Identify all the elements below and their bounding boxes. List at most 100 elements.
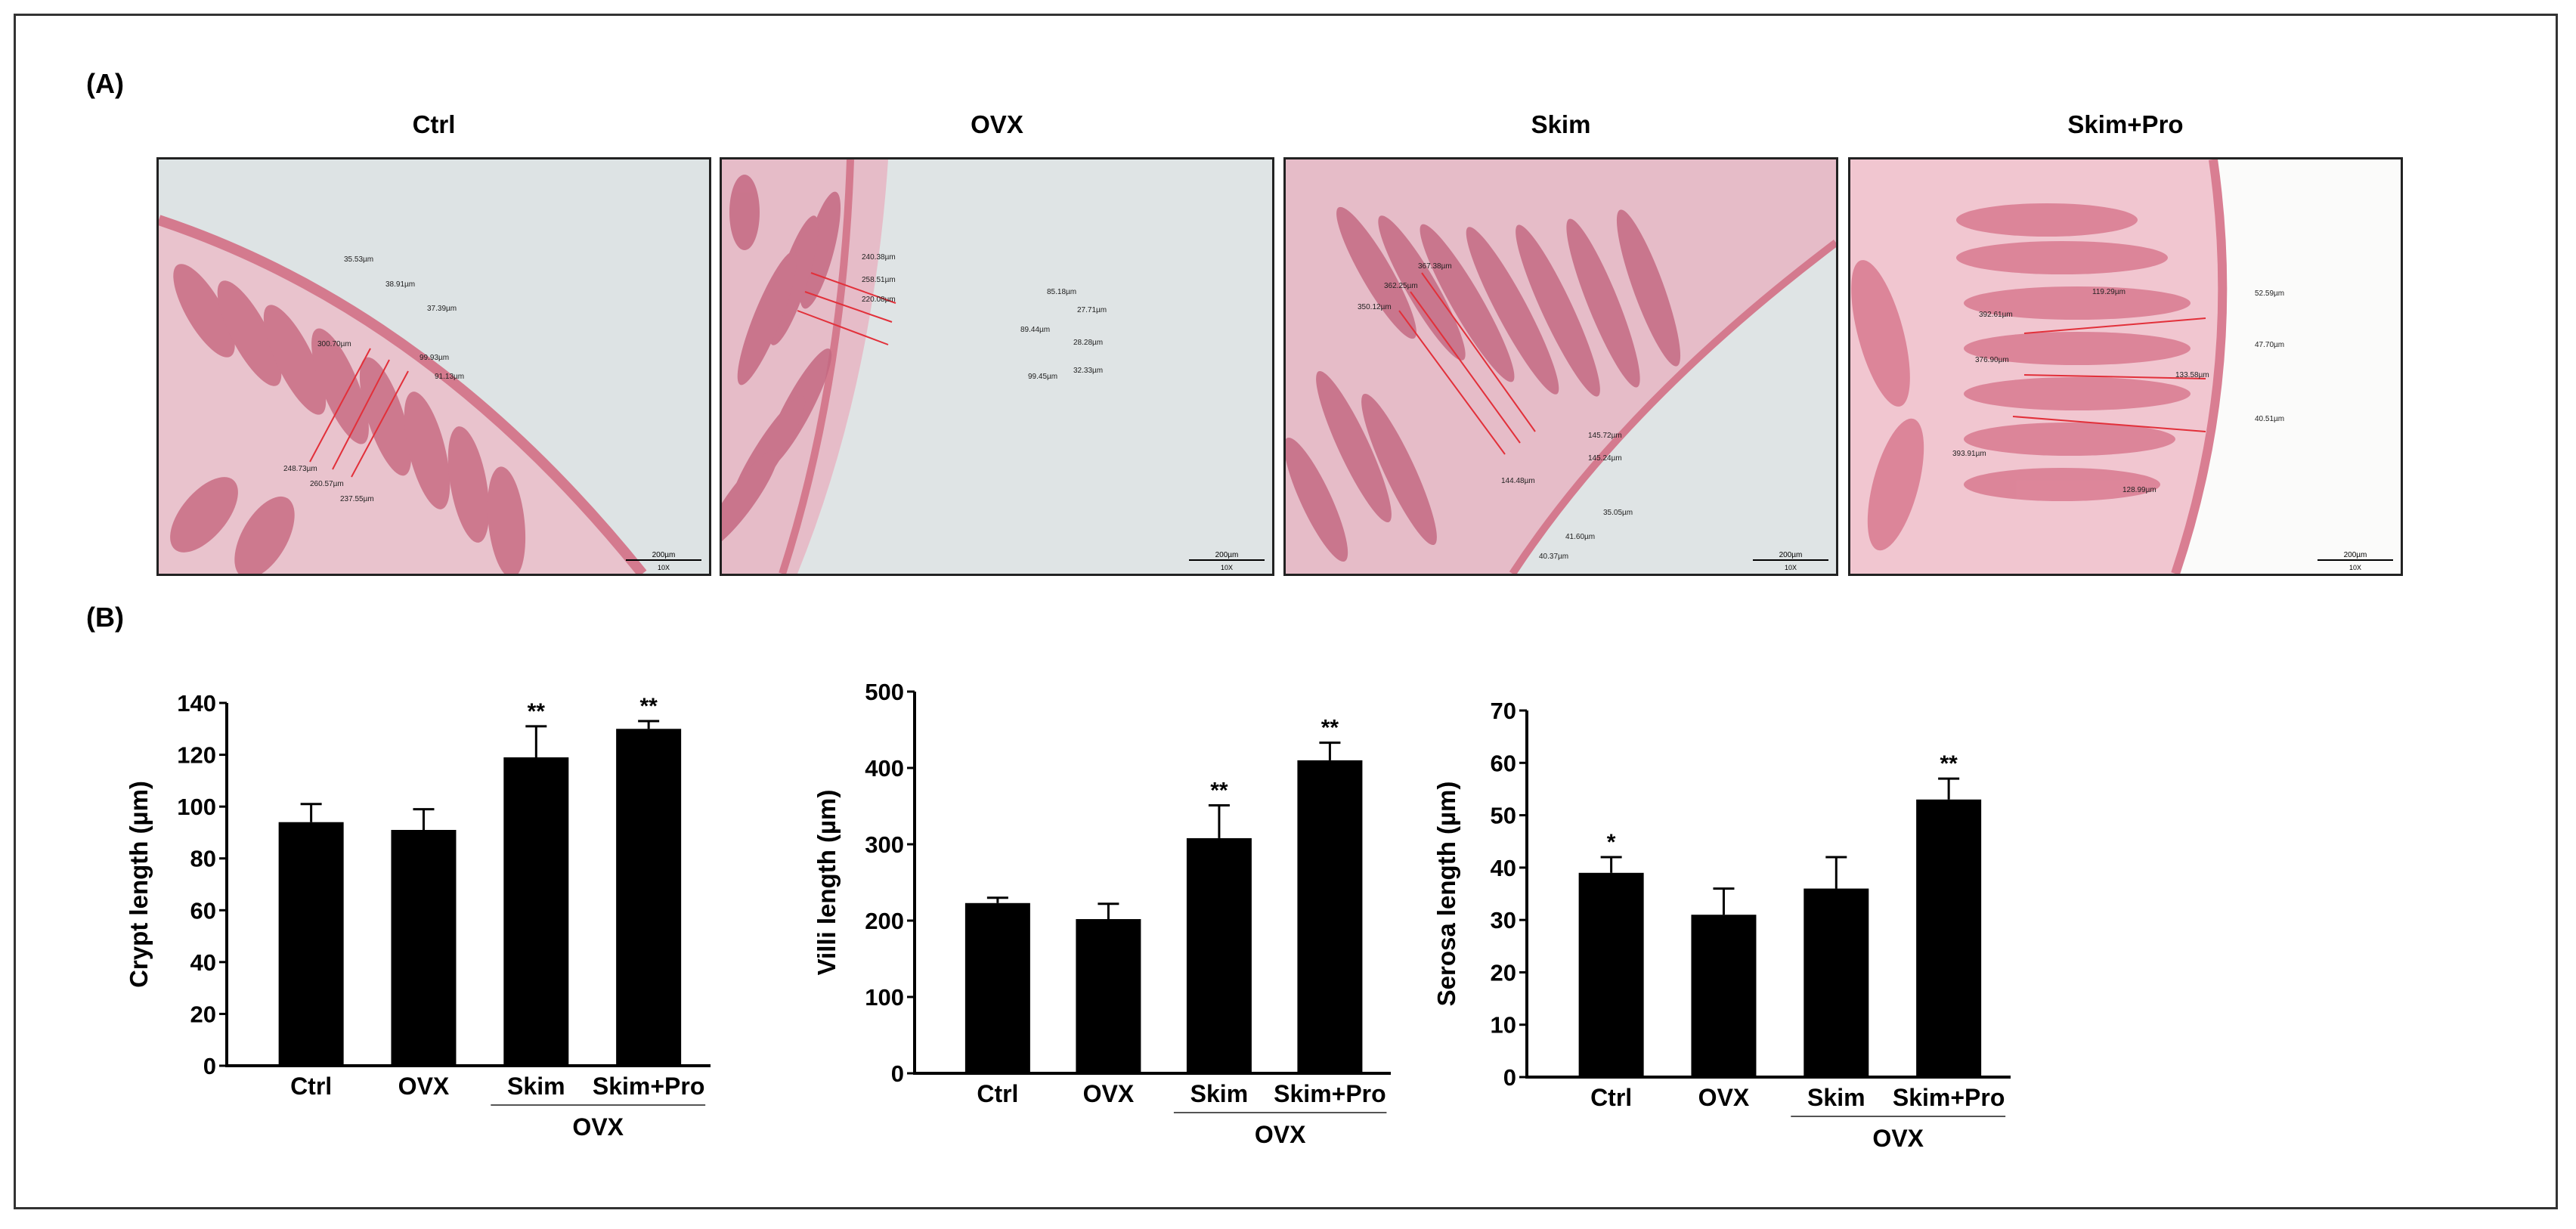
panel-label-b: (B)	[86, 602, 124, 633]
y-tick-label: 100	[865, 984, 904, 1011]
bar	[616, 729, 682, 1066]
annotation: 52.59µm	[2255, 289, 2284, 298]
y-tick-label: 300	[865, 831, 904, 858]
scale-bar-label: 200µm	[2344, 551, 2367, 559]
x-tick-label: OVX	[398, 1073, 450, 1100]
micrograph-title-ctrl: Ctrl	[412, 110, 456, 138]
group-label: OVX	[572, 1113, 624, 1141]
y-tick-label: 140	[177, 690, 216, 717]
annotation: 260.57µm	[310, 480, 344, 488]
y-tick-label: 400	[865, 755, 904, 782]
annotation: 99.45µm	[1028, 373, 1057, 381]
bar	[1804, 888, 1869, 1077]
annotation: 32.33µm	[1073, 367, 1103, 375]
scale-bar-label: 200µm	[1215, 551, 1239, 559]
annotation: 258.51µm	[862, 276, 896, 284]
magnification-label: 10X	[1785, 564, 1797, 571]
bar	[1578, 872, 1644, 1077]
x-tick-label: Skim+Pro	[1893, 1084, 2005, 1111]
annotation: 393.91µm	[1952, 450, 1986, 458]
bar	[964, 902, 1030, 1073]
magnification-label: 10X	[1221, 564, 1233, 571]
annotation: 367.38µm	[1418, 262, 1452, 271]
x-tick-label: Skim	[1190, 1080, 1248, 1107]
bar	[503, 757, 569, 1066]
y-tick-label: 200	[865, 908, 904, 934]
micrograph-ovx: 240.38µm 258.51µm 220.08µm 85.18µm 27.71…	[720, 157, 1274, 576]
bar	[1691, 915, 1757, 1077]
x-tick-label: Ctrl	[977, 1080, 1018, 1107]
annotation: 362.25µm	[1384, 282, 1418, 290]
annotation: 145.72µm	[1588, 432, 1622, 440]
annotation: 300.70µm	[317, 340, 351, 348]
micrograph-skim-pro: 52.59µm 119.29µm 392.61µm 47.70µm 376.90…	[1848, 157, 2403, 576]
y-tick-label: 0	[1503, 1064, 1516, 1091]
y-tick-label: 80	[190, 846, 216, 872]
bar-chart: 0 10 20 30 40 50 60 70 Serosa length (µm) * Ctrl OV…	[1432, 698, 2011, 1152]
x-tick-label: Ctrl	[290, 1073, 332, 1100]
y-tick-label: 40	[190, 949, 216, 976]
significance-marker: **	[639, 694, 658, 719]
annotation: 89.44µm	[1020, 326, 1050, 334]
y-tick-label: 0	[203, 1053, 216, 1079]
y-tick-label: 20	[190, 1001, 216, 1027]
annotation: 392.61µm	[1979, 311, 2013, 319]
annotation: 85.18µm	[1047, 288, 1076, 296]
bar-chart: 0 20 40 60 80 100 120 140 Crypt length (µm) Ctrl O…	[125, 690, 711, 1141]
annotation: 35.53µm	[344, 255, 373, 264]
significance-marker: *	[1607, 830, 1616, 855]
y-tick-label: 20	[1491, 959, 1516, 986]
annotation: 28.28µm	[1073, 339, 1103, 347]
annotation: 40.51µm	[2255, 415, 2284, 423]
magnification-label: 10X	[658, 564, 670, 571]
micrograph-ctrl: 35.53µm 38.91µm 37.39µm 300.70µm 99.93µm…	[156, 157, 711, 576]
significance-marker: **	[1940, 751, 1958, 776]
bar	[1186, 837, 1252, 1073]
annotation: 91.13µm	[435, 373, 464, 381]
annotation: 119.29µm	[2092, 288, 2126, 296]
bar	[278, 822, 344, 1066]
annotation: 376.90µm	[1975, 356, 2009, 364]
group-label: OVX	[1255, 1121, 1306, 1148]
scale-bar-label: 200µm	[652, 551, 676, 559]
group-label: OVX	[1872, 1125, 1924, 1152]
figure-frame	[14, 14, 2558, 1209]
y-tick-label: 500	[865, 679, 904, 705]
y-tick-label: 70	[1491, 698, 1516, 724]
x-tick-label: Skim	[1807, 1084, 1865, 1111]
micrograph-title-skim: Skim	[1531, 110, 1591, 138]
annotation: 248.73µm	[283, 465, 317, 473]
bar	[391, 830, 457, 1066]
scale-bar-label: 200µm	[1779, 551, 1803, 559]
y-tick-label: 60	[1491, 750, 1516, 776]
x-tick-label: Skim	[507, 1073, 565, 1100]
panel-label-a: (A)	[86, 68, 124, 99]
y-tick-label: 0	[891, 1060, 904, 1087]
y-tick-label: 50	[1491, 803, 1516, 829]
bar	[1297, 760, 1363, 1073]
bar	[1076, 918, 1141, 1073]
bar-chart: 0 100 200 300 400 500 Villi length (µm) Ctrl OVX…	[813, 679, 1391, 1148]
y-tick-label: 10	[1491, 1012, 1516, 1039]
significance-marker: **	[528, 699, 546, 724]
serosa-length-chart: 0 10 20 30 40 50 60 70 Serosa length (µm) * Ctrl OV…	[1421, 665, 2041, 1160]
y-tick-label: 40	[1491, 855, 1516, 881]
annotation: 35.05µm	[1603, 509, 1633, 517]
x-tick-label: Skim+Pro	[593, 1073, 705, 1100]
y-axis-label: Villi length (µm)	[813, 790, 841, 976]
y-tick-label: 120	[177, 742, 216, 769]
annotation: 40.37µm	[1539, 553, 1568, 561]
x-tick-label: OVX	[1698, 1084, 1750, 1111]
annotation: 27.71µm	[1077, 306, 1107, 314]
y-tick-label: 100	[177, 794, 216, 820]
x-tick-label: OVX	[1083, 1080, 1135, 1107]
annotation: 350.12µm	[1358, 303, 1392, 311]
annotation: 144.48µm	[1501, 477, 1535, 485]
y-axis-label: Serosa length (µm)	[1432, 782, 1460, 1007]
annotation: 38.91µm	[385, 280, 415, 289]
annotation: 133.58µm	[2175, 371, 2209, 379]
annotation: 237.55µm	[340, 495, 374, 503]
y-axis-label: Crypt length (µm)	[125, 781, 153, 988]
annotation: 220.08µm	[862, 296, 896, 304]
x-tick-label: Skim+Pro	[1274, 1080, 1386, 1107]
